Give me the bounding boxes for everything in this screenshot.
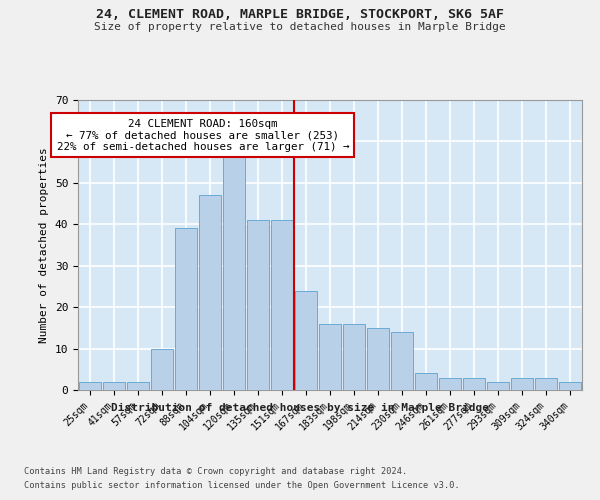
Bar — [343, 324, 365, 390]
Bar — [175, 228, 197, 390]
Bar — [127, 382, 149, 390]
Bar — [559, 382, 581, 390]
Bar — [487, 382, 509, 390]
Bar — [295, 290, 317, 390]
Bar — [439, 378, 461, 390]
Bar — [247, 220, 269, 390]
Bar — [271, 220, 293, 390]
Text: Contains public sector information licensed under the Open Government Licence v3: Contains public sector information licen… — [24, 481, 460, 490]
Bar — [535, 378, 557, 390]
Bar — [511, 378, 533, 390]
Bar — [223, 150, 245, 390]
Bar — [103, 382, 125, 390]
Text: 24, CLEMENT ROAD, MARPLE BRIDGE, STOCKPORT, SK6 5AF: 24, CLEMENT ROAD, MARPLE BRIDGE, STOCKPO… — [96, 8, 504, 20]
Text: Size of property relative to detached houses in Marple Bridge: Size of property relative to detached ho… — [94, 22, 506, 32]
Text: Distribution of detached houses by size in Marple Bridge: Distribution of detached houses by size … — [111, 402, 489, 412]
Bar — [463, 378, 485, 390]
Bar — [199, 196, 221, 390]
Bar — [391, 332, 413, 390]
Bar — [151, 348, 173, 390]
Text: 24 CLEMENT ROAD: 160sqm
← 77% of detached houses are smaller (253)
22% of semi-d: 24 CLEMENT ROAD: 160sqm ← 77% of detache… — [56, 118, 349, 152]
Y-axis label: Number of detached properties: Number of detached properties — [39, 147, 49, 343]
Bar — [79, 382, 101, 390]
Bar — [319, 324, 341, 390]
Bar — [367, 328, 389, 390]
Text: Contains HM Land Registry data © Crown copyright and database right 2024.: Contains HM Land Registry data © Crown c… — [24, 468, 407, 476]
Bar — [415, 374, 437, 390]
